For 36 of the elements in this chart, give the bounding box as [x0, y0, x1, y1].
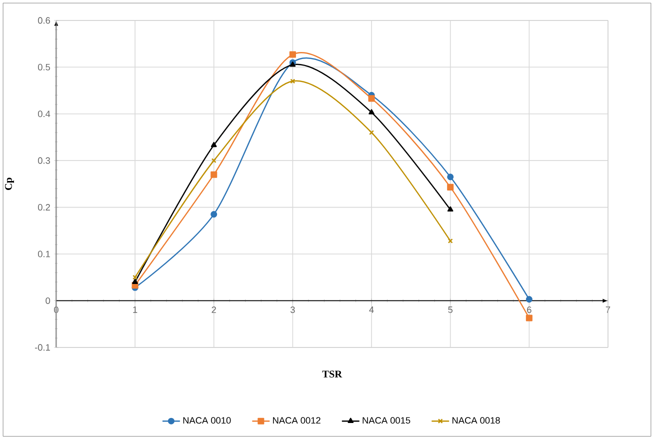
- y-axis-title: Cp: [5, 178, 14, 190]
- x-tick-label: 6: [527, 306, 532, 313]
- x-tick-label: 7: [606, 306, 610, 313]
- y-tick-label: 0.3: [38, 157, 50, 164]
- legend-label: NACA 0015: [362, 416, 410, 424]
- x-axis-title: TSR: [322, 370, 342, 378]
- y-tick-label: 0.4: [38, 110, 50, 117]
- legend-label: NACA 0018: [452, 416, 500, 424]
- point: [132, 278, 138, 284]
- legend-label: NACA 0010: [183, 416, 231, 424]
- point: [210, 142, 217, 147]
- point: [290, 78, 296, 84]
- y-tick-label: 0.6: [38, 16, 50, 24]
- point: [210, 210, 218, 218]
- y-tick-label: 0.1: [38, 250, 50, 258]
- x-tick-label: 5: [448, 306, 453, 313]
- point: [210, 171, 218, 178]
- point: [369, 130, 374, 135]
- point: [368, 108, 374, 114]
- point: [211, 158, 216, 163]
- y-tick-label: 0.2: [38, 204, 50, 210]
- x-tick-label: 4: [369, 306, 374, 313]
- legend-label: NACA 0012: [273, 416, 320, 424]
- point: [368, 94, 375, 102]
- y-tick-label: 0.5: [38, 64, 50, 70]
- x-tick-label: 1: [133, 306, 138, 313]
- y-tick-label: 0: [46, 297, 50, 304]
- point: [289, 51, 296, 58]
- point: [447, 184, 454, 190]
- y-tick-label: -0.1: [34, 344, 50, 350]
- x-tick-label: 2: [212, 306, 216, 313]
- point: [526, 314, 532, 322]
- x-tick-label: 3: [290, 306, 295, 313]
- point: [447, 173, 454, 180]
- point: [526, 296, 532, 302]
- point: [447, 206, 454, 212]
